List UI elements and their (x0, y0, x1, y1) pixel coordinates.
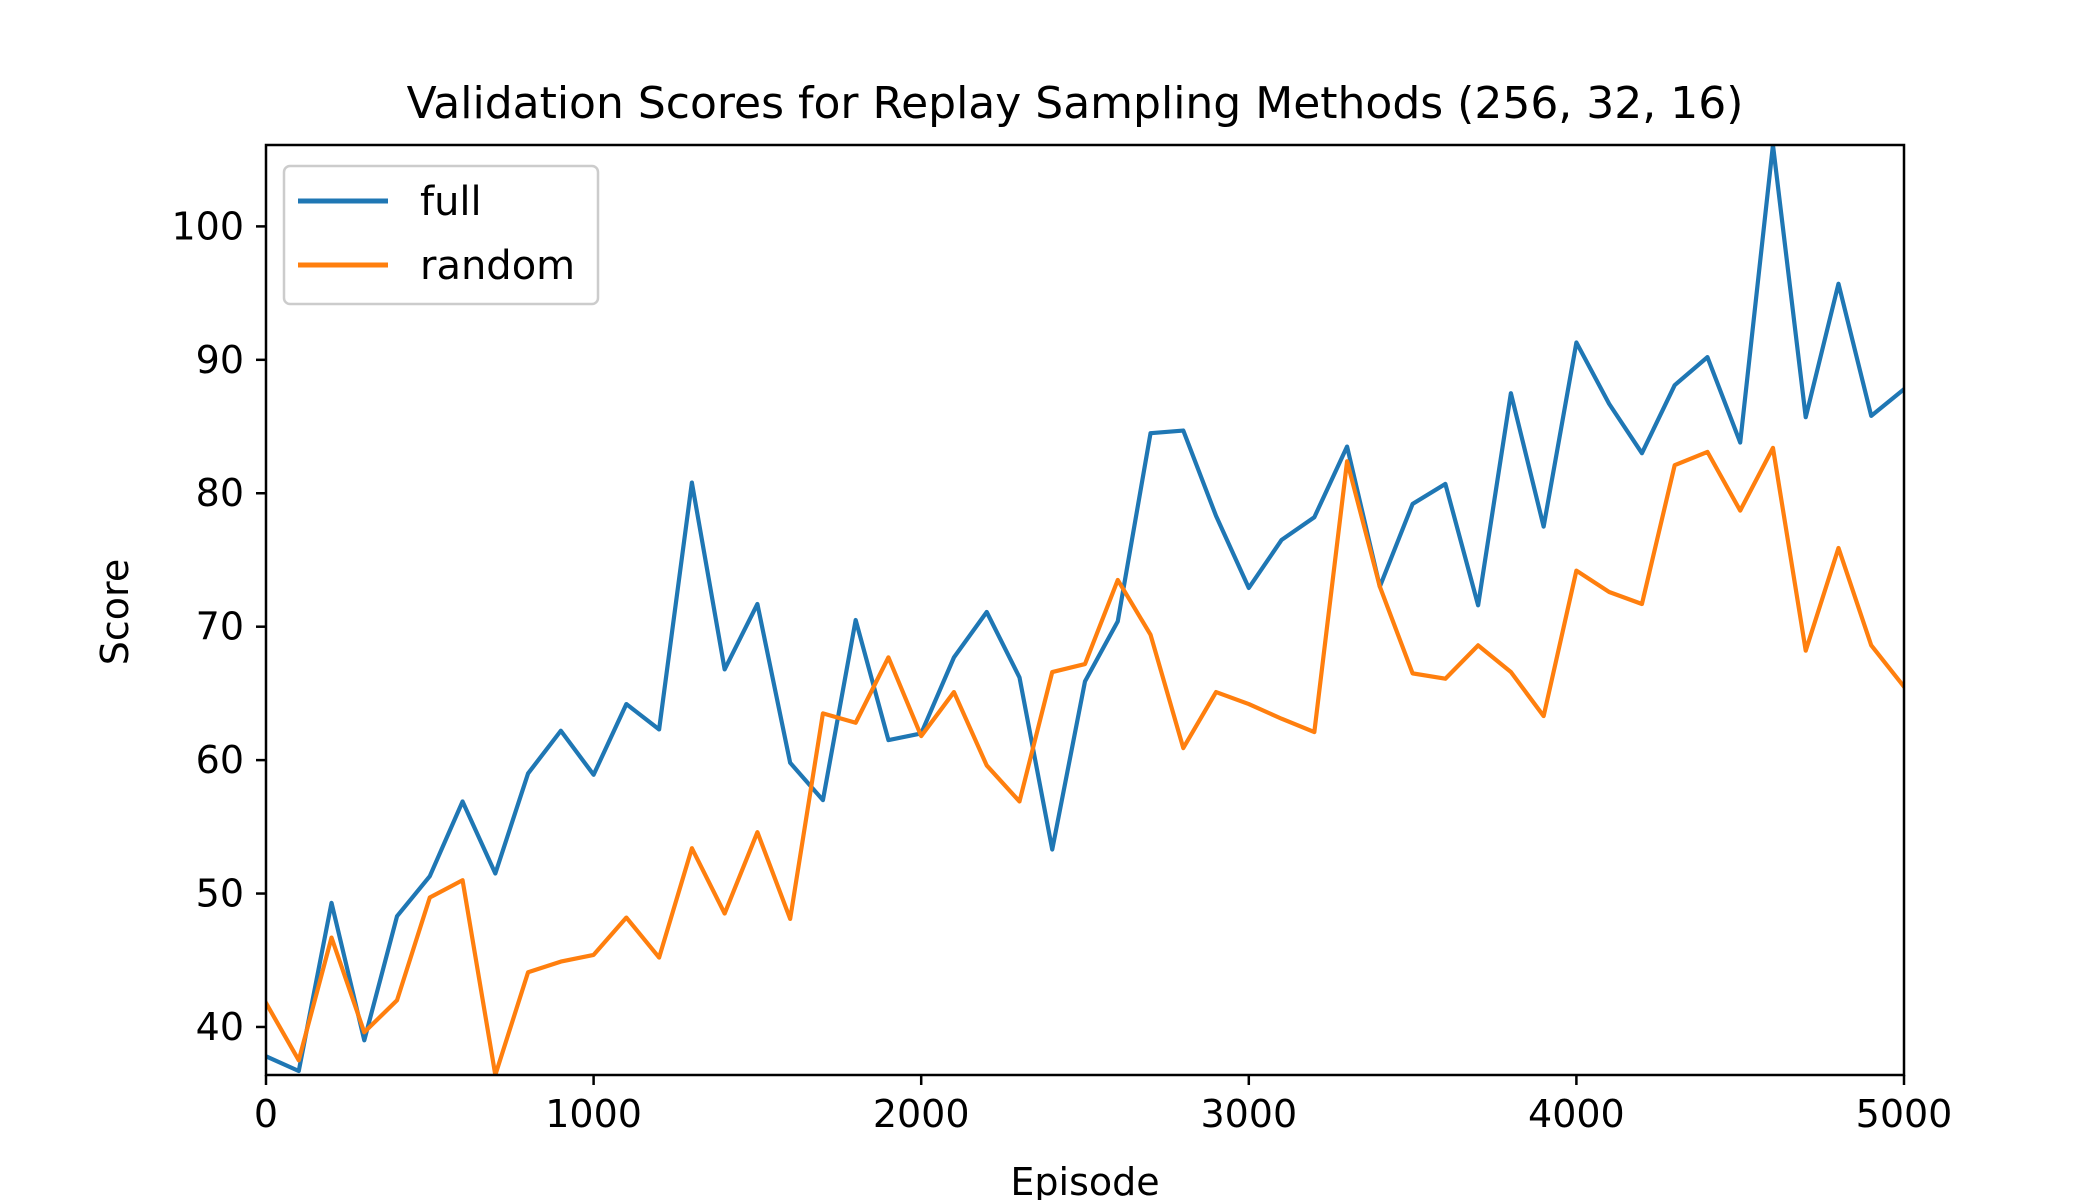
x-axis-ticks: 0 1000 2000 3000 4000 5000 (254, 1075, 1952, 1136)
x-axis-label: Episode (1010, 1160, 1159, 1200)
x-tick-label: 4000 (1528, 1092, 1625, 1136)
y-tick-label: 80 (196, 471, 244, 515)
plot-frame (264, 143, 1906, 1077)
x-tick-label: 0 (254, 1092, 278, 1136)
x-tick-label: 2000 (873, 1092, 970, 1136)
series-line-full (266, 145, 1904, 1074)
legend-label-random: random (420, 243, 575, 289)
x-tick-label: 3000 (1200, 1092, 1297, 1136)
y-tick-label: 50 (196, 872, 244, 916)
plot-area (266, 145, 1904, 1075)
y-axis-ticks: 40 50 60 70 80 90 100 (171, 204, 266, 1049)
y-tick-label: 100 (171, 204, 244, 248)
x-tick-label: 1000 (545, 1092, 642, 1136)
legend-label-full: full (420, 179, 482, 225)
x-tick-label: 5000 (1856, 1092, 1953, 1136)
y-tick-label: 70 (196, 605, 244, 649)
y-tick-label: 40 (196, 1005, 244, 1049)
series-line-random (266, 445, 1904, 1075)
y-tick-label: 60 (196, 738, 244, 782)
chart-title: Validation Scores for Replay Sampling Me… (407, 78, 1744, 129)
legend: full random (282, 164, 600, 306)
y-axis-label: Score (93, 559, 137, 665)
y-tick-label: 90 (196, 338, 244, 382)
